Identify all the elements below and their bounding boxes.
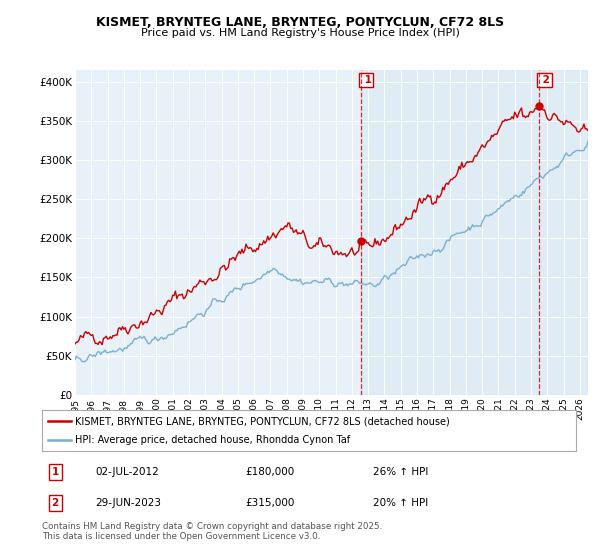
Text: 2: 2 — [539, 75, 550, 85]
Text: 1: 1 — [361, 75, 371, 85]
Text: KISMET, BRYNTEG LANE, BRYNTEG, PONTYCLUN, CF72 8LS: KISMET, BRYNTEG LANE, BRYNTEG, PONTYCLUN… — [96, 16, 504, 29]
Text: 29-JUN-2023: 29-JUN-2023 — [95, 498, 161, 507]
Bar — [361, 70, 588, 395]
Text: 26% ↑ HPI: 26% ↑ HPI — [373, 467, 428, 477]
Text: Price paid vs. HM Land Registry's House Price Index (HPI): Price paid vs. HM Land Registry's House … — [140, 28, 460, 38]
Text: £315,000: £315,000 — [245, 498, 294, 507]
Text: 20% ↑ HPI: 20% ↑ HPI — [373, 498, 428, 507]
Text: 1: 1 — [52, 467, 59, 477]
Text: £180,000: £180,000 — [245, 467, 294, 477]
Text: 02-JUL-2012: 02-JUL-2012 — [95, 467, 159, 477]
Text: 2: 2 — [52, 498, 59, 507]
Text: HPI: Average price, detached house, Rhondda Cynon Taf: HPI: Average price, detached house, Rhon… — [75, 435, 350, 445]
Text: KISMET, BRYNTEG LANE, BRYNTEG, PONTYCLUN, CF72 8LS (detached house): KISMET, BRYNTEG LANE, BRYNTEG, PONTYCLUN… — [75, 417, 450, 426]
Text: Contains HM Land Registry data © Crown copyright and database right 2025.
This d: Contains HM Land Registry data © Crown c… — [42, 522, 382, 542]
